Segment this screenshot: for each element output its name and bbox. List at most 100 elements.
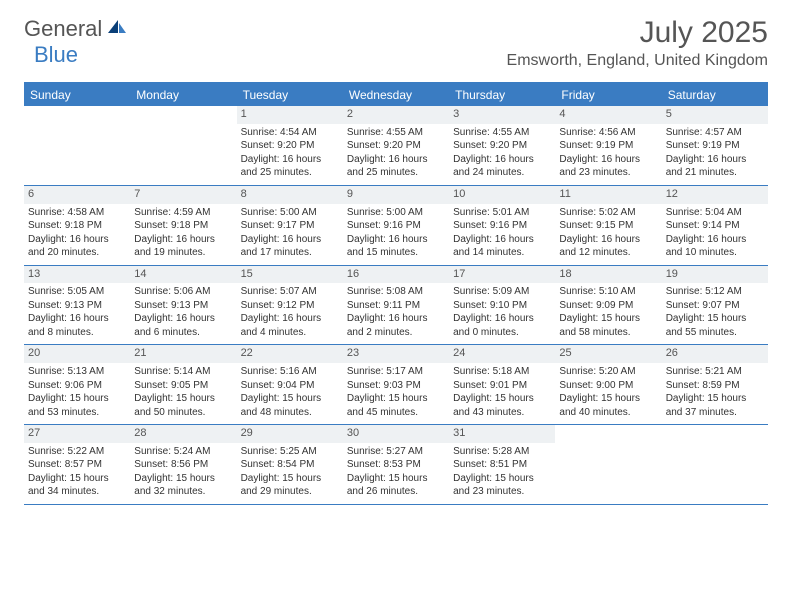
calendar-day: 31Sunrise: 5:28 AMSunset: 8:51 PMDayligh… — [449, 425, 555, 504]
calendar-day: 7Sunrise: 4:59 AMSunset: 9:18 PMDaylight… — [130, 186, 236, 265]
day-number: 4 — [555, 106, 661, 124]
sunset-line: Sunset: 9:11 PM — [347, 300, 445, 313]
sunrise-line: Sunrise: 5:20 AM — [559, 366, 657, 379]
daylight-line: and 6 minutes. — [134, 327, 232, 340]
daylight-line: Daylight: 16 hours — [347, 313, 445, 326]
daylight-line: Daylight: 15 hours — [134, 393, 232, 406]
calendar-day: 1Sunrise: 4:54 AMSunset: 9:20 PMDaylight… — [237, 106, 343, 185]
sunrise-line: Sunrise: 5:28 AM — [453, 446, 551, 459]
day-number: 9 — [343, 186, 449, 204]
day-number: 2 — [343, 106, 449, 124]
daylight-line: and 4 minutes. — [241, 327, 339, 340]
calendar-day: 10Sunrise: 5:01 AMSunset: 9:16 PMDayligh… — [449, 186, 555, 265]
dow-saturday: Saturday — [662, 84, 768, 106]
sunrise-line: Sunrise: 4:54 AM — [241, 127, 339, 140]
daylight-line: Daylight: 16 hours — [453, 154, 551, 167]
sunset-line: Sunset: 9:20 PM — [347, 140, 445, 153]
day-number: 17 — [449, 266, 555, 284]
sunrise-line: Sunrise: 4:55 AM — [453, 127, 551, 140]
day-number: 11 — [555, 186, 661, 204]
day-number: 7 — [130, 186, 236, 204]
daylight-line: Daylight: 15 hours — [28, 393, 126, 406]
sunrise-line: Sunrise: 5:24 AM — [134, 446, 232, 459]
sunrise-line: Sunrise: 5:09 AM — [453, 286, 551, 299]
sunset-line: Sunset: 8:54 PM — [241, 459, 339, 472]
calendar-day: 24Sunrise: 5:18 AMSunset: 9:01 PMDayligh… — [449, 345, 555, 424]
day-number: 14 — [130, 266, 236, 284]
location: Emsworth, England, United Kingdom — [507, 52, 768, 70]
calendar-day: 28Sunrise: 5:24 AMSunset: 8:56 PMDayligh… — [130, 425, 236, 504]
day-number: 21 — [130, 345, 236, 363]
sunrise-line: Sunrise: 4:55 AM — [347, 127, 445, 140]
calendar-week: 6Sunrise: 4:58 AMSunset: 9:18 PMDaylight… — [24, 186, 768, 266]
sunset-line: Sunset: 9:20 PM — [453, 140, 551, 153]
daylight-line: and 37 minutes. — [666, 407, 764, 420]
daylight-line: and 34 minutes. — [28, 486, 126, 499]
calendar-day: 23Sunrise: 5:17 AMSunset: 9:03 PMDayligh… — [343, 345, 449, 424]
sunset-line: Sunset: 9:17 PM — [241, 220, 339, 233]
sunset-line: Sunset: 9:19 PM — [559, 140, 657, 153]
sunset-line: Sunset: 9:18 PM — [134, 220, 232, 233]
sunset-line: Sunset: 9:19 PM — [666, 140, 764, 153]
sunrise-line: Sunrise: 5:00 AM — [347, 207, 445, 220]
calendar-day: 2Sunrise: 4:55 AMSunset: 9:20 PMDaylight… — [343, 106, 449, 185]
daylight-line: and 55 minutes. — [666, 327, 764, 340]
sunset-line: Sunset: 9:00 PM — [559, 380, 657, 393]
calendar-week: 1Sunrise: 4:54 AMSunset: 9:20 PMDaylight… — [24, 106, 768, 186]
daylight-line: Daylight: 15 hours — [241, 393, 339, 406]
calendar-day: 4Sunrise: 4:56 AMSunset: 9:19 PMDaylight… — [555, 106, 661, 185]
calendar-day: 14Sunrise: 5:06 AMSunset: 9:13 PMDayligh… — [130, 266, 236, 345]
daylight-line: and 25 minutes. — [241, 167, 339, 180]
daylight-line: Daylight: 15 hours — [666, 393, 764, 406]
calendar-day: 18Sunrise: 5:10 AMSunset: 9:09 PMDayligh… — [555, 266, 661, 345]
logo-sail-icon — [106, 18, 128, 41]
day-number: 28 — [130, 425, 236, 443]
sunset-line: Sunset: 9:15 PM — [559, 220, 657, 233]
calendar-day: 11Sunrise: 5:02 AMSunset: 9:15 PMDayligh… — [555, 186, 661, 265]
header: General July 2025 Emsworth, England, Uni… — [0, 0, 792, 74]
day-number: 30 — [343, 425, 449, 443]
daylight-line: Daylight: 16 hours — [28, 234, 126, 247]
daylight-line: Daylight: 15 hours — [28, 473, 126, 486]
daylight-line: Daylight: 16 hours — [134, 313, 232, 326]
day-number: 12 — [662, 186, 768, 204]
sunrise-line: Sunrise: 5:14 AM — [134, 366, 232, 379]
sunrise-line: Sunrise: 4:57 AM — [666, 127, 764, 140]
sunrise-line: Sunrise: 5:25 AM — [241, 446, 339, 459]
daylight-line: and 2 minutes. — [347, 327, 445, 340]
daylight-line: and 24 minutes. — [453, 167, 551, 180]
logo-text-blue: Blue — [34, 42, 78, 67]
sunrise-line: Sunrise: 4:56 AM — [559, 127, 657, 140]
day-number: 31 — [449, 425, 555, 443]
day-number: 10 — [449, 186, 555, 204]
day-number: 24 — [449, 345, 555, 363]
sunrise-line: Sunrise: 5:01 AM — [453, 207, 551, 220]
calendar-week: 20Sunrise: 5:13 AMSunset: 9:06 PMDayligh… — [24, 345, 768, 425]
daylight-line: and 29 minutes. — [241, 486, 339, 499]
sunset-line: Sunset: 8:51 PM — [453, 459, 551, 472]
sunset-line: Sunset: 9:03 PM — [347, 380, 445, 393]
day-number: 19 — [662, 266, 768, 284]
calendar-weeks: 1Sunrise: 4:54 AMSunset: 9:20 PMDaylight… — [24, 106, 768, 505]
daylight-line: and 0 minutes. — [453, 327, 551, 340]
calendar-day: 17Sunrise: 5:09 AMSunset: 9:10 PMDayligh… — [449, 266, 555, 345]
sunrise-line: Sunrise: 5:13 AM — [28, 366, 126, 379]
calendar-week: 13Sunrise: 5:05 AMSunset: 9:13 PMDayligh… — [24, 266, 768, 346]
sunrise-line: Sunrise: 5:00 AM — [241, 207, 339, 220]
daylight-line: Daylight: 15 hours — [559, 393, 657, 406]
calendar-empty-cell — [24, 106, 130, 185]
daylight-line: Daylight: 15 hours — [241, 473, 339, 486]
day-number: 25 — [555, 345, 661, 363]
calendar-day: 9Sunrise: 5:00 AMSunset: 9:16 PMDaylight… — [343, 186, 449, 265]
sunset-line: Sunset: 8:56 PM — [134, 459, 232, 472]
sunset-line: Sunset: 8:53 PM — [347, 459, 445, 472]
daylight-line: Daylight: 16 hours — [453, 313, 551, 326]
sunrise-line: Sunrise: 5:27 AM — [347, 446, 445, 459]
daylight-line: Daylight: 16 hours — [666, 234, 764, 247]
day-number: 3 — [449, 106, 555, 124]
day-number: 13 — [24, 266, 130, 284]
daylight-line: Daylight: 15 hours — [347, 473, 445, 486]
sunrise-line: Sunrise: 5:04 AM — [666, 207, 764, 220]
daylight-line: and 43 minutes. — [453, 407, 551, 420]
calendar: Sunday Monday Tuesday Wednesday Thursday… — [24, 82, 768, 505]
